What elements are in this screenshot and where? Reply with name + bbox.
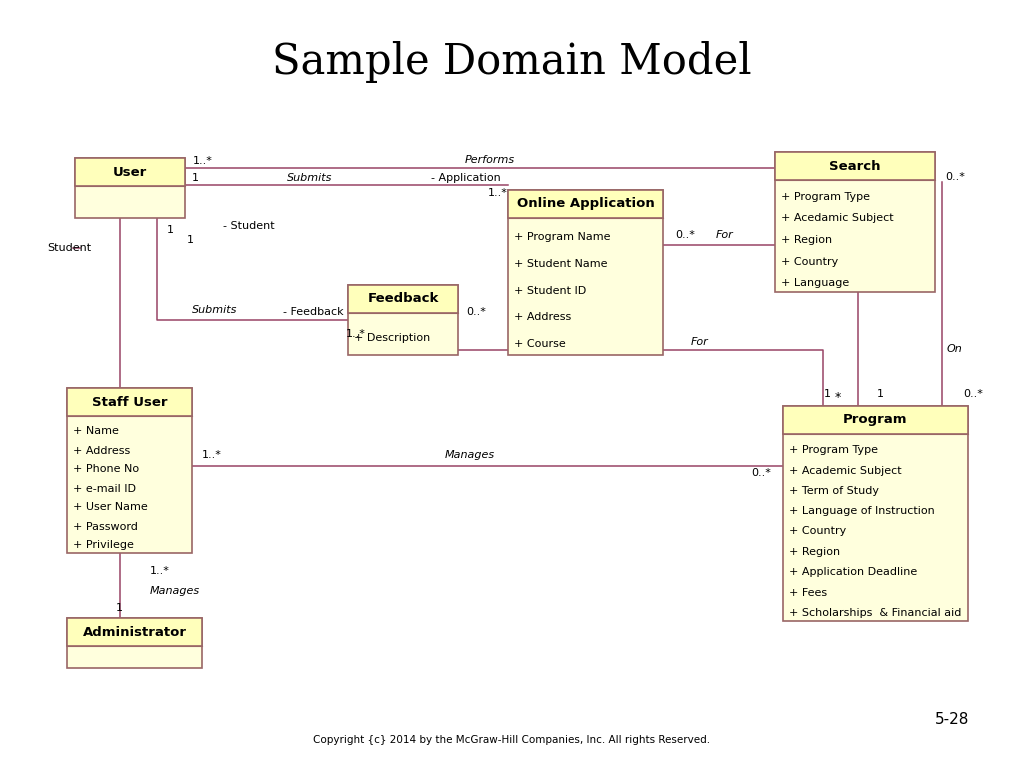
Text: + Student Name: + Student Name <box>514 259 607 269</box>
Text: 1..*: 1..* <box>194 156 213 166</box>
Text: Program: Program <box>843 413 907 426</box>
Text: *: * <box>835 392 841 405</box>
Bar <box>508 190 663 355</box>
Text: - Feedback: - Feedback <box>283 307 343 317</box>
Text: + User Name: + User Name <box>73 502 147 512</box>
Text: Staff User: Staff User <box>92 396 167 409</box>
Text: + Program Name: + Program Name <box>514 232 610 242</box>
Text: + Language of Instruction: + Language of Instruction <box>790 506 935 516</box>
Text: Manages: Manages <box>150 586 200 596</box>
Text: Sample Domain Model: Sample Domain Model <box>272 41 752 83</box>
Text: Search: Search <box>829 160 881 173</box>
Text: Submits: Submits <box>288 173 333 183</box>
Text: Submits: Submits <box>193 305 238 315</box>
Text: + Term of Study: + Term of Study <box>790 486 879 496</box>
Text: + Phone No: + Phone No <box>73 465 139 475</box>
Text: 0..*: 0..* <box>945 172 965 182</box>
Text: + Course: + Course <box>514 339 565 349</box>
Text: 1: 1 <box>824 389 831 399</box>
Text: + Description: + Description <box>354 333 430 343</box>
Text: 1: 1 <box>191 173 199 183</box>
Text: 1: 1 <box>116 603 123 613</box>
Text: + Application Deadline: + Application Deadline <box>790 567 918 578</box>
Text: 1: 1 <box>187 235 194 245</box>
Bar <box>75 158 185 186</box>
Text: + Name: + Name <box>73 426 119 436</box>
Text: Online Application: Online Application <box>517 197 654 210</box>
Text: + Fees: + Fees <box>790 588 827 598</box>
Text: + Program Type: + Program Type <box>781 192 870 202</box>
Bar <box>348 285 458 313</box>
Text: 1..*: 1..* <box>346 329 366 339</box>
Bar <box>75 158 185 218</box>
Text: + Acedamic Subject: + Acedamic Subject <box>781 214 894 223</box>
Text: - Student: - Student <box>223 221 274 231</box>
Text: 0..*: 0..* <box>963 389 983 399</box>
Text: 1..*: 1..* <box>488 188 508 198</box>
Bar <box>67 618 202 668</box>
Text: User: User <box>113 165 147 178</box>
Text: 5-28: 5-28 <box>935 713 969 727</box>
Text: 0..*: 0..* <box>466 307 486 317</box>
Text: 0..*: 0..* <box>675 230 695 240</box>
Text: + Academic Subject: + Academic Subject <box>790 465 901 475</box>
Text: - Application: - Application <box>431 173 501 183</box>
Text: 0..*: 0..* <box>751 468 771 478</box>
Text: 1..*: 1..* <box>202 451 222 461</box>
Text: + Address: + Address <box>514 312 571 322</box>
Bar <box>783 406 968 621</box>
Text: Manages: Manages <box>445 451 495 461</box>
Text: + Program Type: + Program Type <box>790 445 878 455</box>
Text: Performs: Performs <box>465 155 515 165</box>
Text: Feedback: Feedback <box>368 293 438 306</box>
Bar <box>348 285 458 355</box>
Text: + Region: + Region <box>781 235 833 245</box>
Bar <box>67 388 193 553</box>
Bar <box>775 152 935 292</box>
Text: On: On <box>946 344 962 354</box>
Text: + Address: + Address <box>73 445 130 455</box>
Text: Student: Student <box>47 243 91 253</box>
Bar <box>67 618 202 646</box>
Text: + Student ID: + Student ID <box>514 286 587 296</box>
Text: + Country: + Country <box>781 257 839 266</box>
Bar <box>783 406 968 434</box>
Text: Administrator: Administrator <box>83 625 186 638</box>
Text: + Privilege: + Privilege <box>73 541 134 551</box>
Text: Copyright {c} 2014 by the McGraw-Hill Companies, Inc. All rights Reserved.: Copyright {c} 2014 by the McGraw-Hill Co… <box>313 735 711 745</box>
Text: For: For <box>716 230 734 240</box>
Bar <box>67 388 193 416</box>
Text: + Country: + Country <box>790 527 846 537</box>
Text: + e-mail ID: + e-mail ID <box>73 484 136 494</box>
Text: 1: 1 <box>167 225 174 235</box>
Text: 1..*: 1..* <box>150 566 169 576</box>
Text: For: For <box>691 337 709 347</box>
Text: 1: 1 <box>877 389 884 399</box>
Bar <box>508 190 663 218</box>
Bar <box>775 152 935 180</box>
Text: + Language: + Language <box>781 278 849 288</box>
Text: + Region: + Region <box>790 547 840 557</box>
Text: + Scholarships  & Financial aid: + Scholarships & Financial aid <box>790 607 962 617</box>
Text: + Password: + Password <box>73 521 138 531</box>
